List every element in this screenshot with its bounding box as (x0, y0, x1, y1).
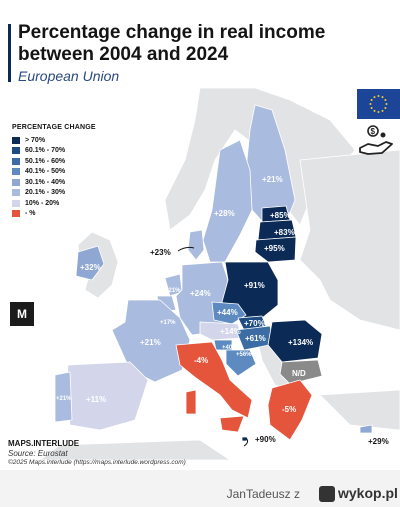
legend-item: - % (12, 209, 132, 219)
spain-label: +11% (86, 395, 106, 404)
croatia-shape (225, 349, 257, 377)
legend-label: 60.1% - 70% (25, 147, 66, 154)
romania-label: +134% (288, 338, 313, 347)
legend-item: 60.1% - 70% (12, 146, 132, 156)
belgium-label: +17% (160, 320, 176, 326)
denmark-label: +23% (150, 248, 171, 257)
legend-label: 20.1% - 30% (25, 189, 66, 196)
legend-swatch (12, 178, 20, 186)
lithuania-label: +95% (264, 244, 285, 253)
ireland-label: +32% (80, 263, 101, 272)
legend-label: - % (25, 210, 36, 217)
legend-swatch (12, 147, 20, 154)
footer: MAPS.INTERLUDE Source: Eurostat ©2025 Ma… (8, 439, 308, 466)
title-block: Percentage change in real income between… (8, 22, 328, 84)
denmark-shape (187, 229, 205, 261)
lithuania-shape (254, 236, 297, 263)
watermark-user: JanTadeusz z (227, 487, 300, 501)
bulgaria-shape (279, 359, 323, 385)
legend-swatch (12, 157, 20, 165)
turkey-land (319, 389, 400, 431)
watermark-separator: z (294, 487, 300, 501)
malta-arrow (243, 437, 249, 447)
legend-swatch (12, 189, 20, 196)
netherlands-label: +21% (165, 288, 181, 294)
title-accent-bar (8, 24, 11, 82)
czechia-label: +44% (217, 308, 238, 317)
footer-brand: MAPS.INTERLUDE (8, 439, 80, 448)
eastern-europe-land (299, 149, 400, 331)
legend-item: 50.1% - 60% (12, 156, 132, 166)
italy-shape (175, 341, 253, 419)
watermark-site: wykop.pl (338, 485, 398, 501)
austria-shape (199, 321, 243, 341)
spain-shape (65, 361, 149, 431)
europe-map: +21% +28% +85% +83% +95% +23% +32% +21% … (39, 88, 400, 460)
legend-label: 30.1% - 40% (25, 178, 66, 186)
sicily-shape (219, 415, 245, 433)
legend-item: 30.1% - 40% (12, 177, 132, 187)
slovakia-label: +70% (244, 319, 265, 328)
estonia-label: +85% (270, 211, 291, 220)
bulgaria-label: N/D (292, 369, 306, 378)
cyprus-label: +29% (368, 437, 389, 446)
portugal-label: +21% (56, 396, 72, 402)
austria-label: +14% (220, 327, 241, 336)
legend-swatch (12, 168, 20, 175)
denmark-arrow (177, 246, 195, 252)
legend-label: 40.1% - 50% (25, 168, 66, 175)
eu-flag-icon (357, 89, 400, 119)
legend: PERCENTAGE CHANGE > 70% 60.1% - 70% 50.1… (12, 124, 132, 219)
legend-label: 50.1% - 60% (25, 157, 66, 165)
ireland-shape (75, 245, 105, 281)
footer-source: Source: Eurostat (8, 449, 68, 458)
germany-label: +24% (190, 289, 211, 298)
portugal-shape (54, 371, 73, 423)
greece-label: -5% (282, 405, 296, 414)
croatia-label: +56% (236, 352, 252, 358)
poland-label: +91% (244, 281, 265, 290)
brand-logo-badge: M (10, 302, 34, 326)
watermark-username: JanTadeusz (226, 487, 291, 501)
legend-label: > 70% (25, 136, 46, 144)
romania-shape (267, 319, 323, 363)
non-eu-land (39, 88, 400, 460)
callout-arrows (177, 246, 249, 447)
malta-shape (241, 436, 248, 442)
legend-item: > 70% (12, 135, 132, 145)
legend-item: 40.1% - 50% (12, 167, 132, 177)
greece-shape (267, 379, 313, 441)
france-shape (111, 299, 191, 383)
cyprus-shape (359, 424, 373, 434)
watermark-bar: JanTadeusz z wykop.pl (0, 470, 400, 507)
north-africa-land (39, 439, 231, 460)
sardinia-shape (185, 389, 197, 415)
malta-label: +90% (255, 435, 276, 444)
map-subtitle: European Union (18, 68, 120, 84)
sweden-shape (202, 139, 253, 263)
hungary-label: +61% (245, 334, 266, 343)
legend-item: 20.1% - 30% (12, 188, 132, 198)
wykop-logo-icon (319, 486, 335, 502)
slovakia-shape (237, 315, 267, 331)
legend-title: PERCENTAGE CHANGE (12, 124, 96, 131)
svg-text:$: $ (371, 127, 376, 136)
sweden-label: +28% (214, 209, 235, 218)
slovenia-label: +40% (222, 345, 238, 351)
legend-swatch (12, 136, 20, 144)
finland-label: +21% (262, 175, 283, 184)
country-labels: +21% +28% +85% +83% +95% +23% +32% +21% … (56, 175, 389, 446)
legend-swatch (12, 210, 20, 217)
legend-swatch (12, 199, 20, 207)
footer-copyright: ©2025 Maps.interlude (https://maps.inter… (8, 459, 186, 466)
legend-label: 10% - 20% (25, 199, 60, 207)
money-hand-icon: $ (359, 125, 393, 155)
france-label: +21% (140, 338, 161, 347)
legend-item: 10% - 20% (12, 198, 132, 208)
map-title: Percentage change in real income between… (18, 22, 326, 65)
latvia-label: +83% (274, 228, 295, 237)
italy-label: -4% (194, 356, 208, 365)
eu-countries (54, 104, 373, 442)
